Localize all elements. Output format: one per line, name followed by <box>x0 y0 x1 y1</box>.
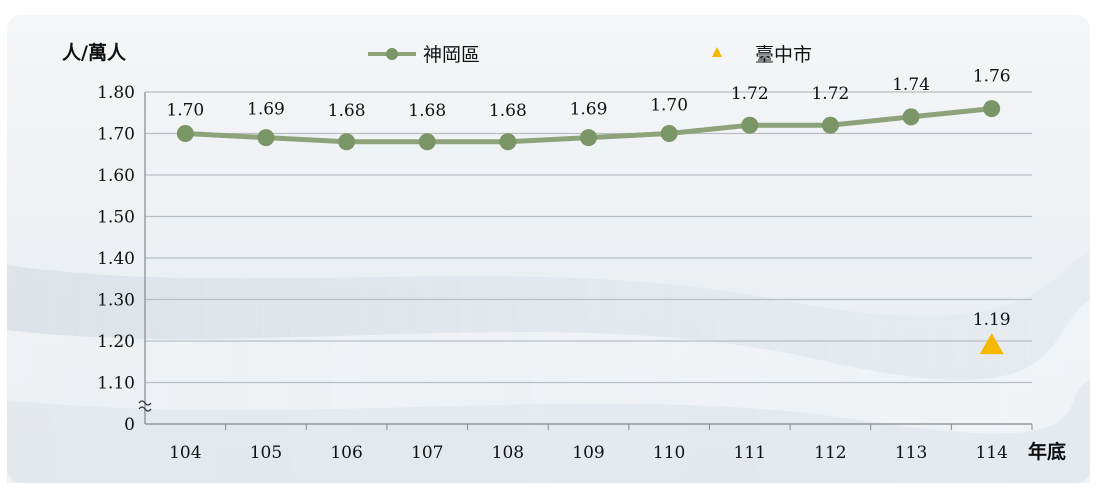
legend-item-shengang: 神岡區 <box>368 44 480 66</box>
data-label-taichung: 1.19 <box>973 310 1011 330</box>
x-tick-label: 105 <box>250 443 282 463</box>
data-point-shengang <box>176 125 194 142</box>
y-tick-label: 1.70 <box>97 125 135 145</box>
data-point-shengang <box>338 133 356 151</box>
legend-triangle-marker <box>712 47 722 57</box>
data-point-shengang <box>660 125 678 142</box>
data-label-shengang: 1.70 <box>166 101 204 121</box>
data-label-shengang: 1.76 <box>973 67 1011 87</box>
data-point-shengang <box>580 129 597 147</box>
legend-label-shengang: 神岡區 <box>423 44 480 66</box>
series-layer: 1.70 1.69 1.68 1.68 1.68 1.69 1.70 1.72 1.72 1.74… <box>166 67 1011 355</box>
axis-break-mark <box>138 406 152 412</box>
axes <box>138 92 1032 425</box>
data-label-shengang: 1.68 <box>328 101 366 121</box>
data-point-shengang <box>418 133 436 151</box>
gridlines <box>145 91 1032 384</box>
data-label-shengang: 1.68 <box>408 101 446 121</box>
data-label-shengang: 1.72 <box>811 84 849 104</box>
y-tick-label: 1.20 <box>97 332 135 352</box>
y-tick-label: 1.60 <box>97 166 135 186</box>
x-tick-label: 114 <box>975 443 1007 463</box>
x-axis-ticks: 104 105 106 107 108 109 110 111 112 113 114 <box>169 424 1033 463</box>
legend-label-taichung: 臺中市 <box>755 44 812 66</box>
data-label-shengang: 1.74 <box>892 75 930 95</box>
data-point-shengang <box>741 116 759 134</box>
legend: 神岡區 臺中市 <box>368 44 812 66</box>
y-tick-label: 1.10 <box>97 374 135 394</box>
y-axis-ticks: 0 1.10 1.20 1.30 1.40 1.50 1.60 1.70 1.80 <box>97 83 135 435</box>
data-point-shengang <box>499 133 517 151</box>
data-label-shengang: 1.69 <box>247 100 285 120</box>
legend-item-taichung: 臺中市 <box>712 44 812 66</box>
data-point-shengang <box>983 100 1001 118</box>
x-tick-label: 104 <box>169 443 201 463</box>
background-waves <box>7 250 1090 483</box>
y-axis-title: 人/萬人 <box>62 42 127 64</box>
x-tick-label: 110 <box>653 443 685 463</box>
y-tick-label: 1.50 <box>97 208 135 228</box>
x-tick-label: 107 <box>411 443 443 463</box>
y-tick-label: 1.40 <box>97 249 135 269</box>
data-point-taichung <box>979 333 1004 355</box>
x-tick-label: 111 <box>734 443 766 463</box>
y-tick-label: 1.80 <box>97 83 135 103</box>
axis-break-mark <box>138 400 152 406</box>
y-tick-label: 0 <box>124 415 135 435</box>
data-label-shengang: 1.70 <box>650 96 688 116</box>
data-label-shengang: 1.72 <box>731 84 769 104</box>
x-axis-title: 年底 <box>1028 440 1066 463</box>
x-tick-label: 109 <box>572 443 604 463</box>
data-point-shengang <box>902 108 920 126</box>
x-tick-label: 112 <box>814 443 846 463</box>
y-tick-label: 1.30 <box>97 291 135 311</box>
data-label-shengang: 1.69 <box>570 100 608 120</box>
data-point-shengang <box>821 116 839 134</box>
x-tick-label: 108 <box>492 443 524 463</box>
data-point-shengang <box>257 129 275 147</box>
x-tick-label: 113 <box>895 443 927 463</box>
legend-circle-marker <box>386 48 398 60</box>
data-label-shengang: 1.68 <box>489 101 527 121</box>
x-tick-label: 106 <box>330 443 362 463</box>
